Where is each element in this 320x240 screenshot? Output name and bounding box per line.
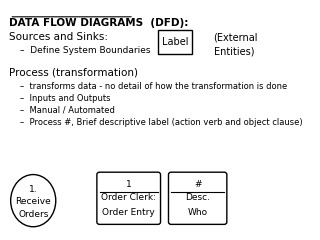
Text: –  Define System Boundaries: – Define System Boundaries bbox=[20, 47, 150, 55]
Text: 1: 1 bbox=[126, 180, 132, 189]
Ellipse shape bbox=[11, 174, 56, 227]
Text: Who: Who bbox=[188, 209, 208, 217]
Text: DATA FLOW DIAGRAMS  (DFD):: DATA FLOW DIAGRAMS (DFD): bbox=[9, 18, 189, 28]
Text: –  Inputs and Outputs: – Inputs and Outputs bbox=[20, 94, 110, 103]
Text: Label: Label bbox=[162, 37, 188, 47]
Text: (External: (External bbox=[213, 32, 258, 42]
FancyBboxPatch shape bbox=[97, 172, 161, 224]
Text: Sources and Sinks:: Sources and Sinks: bbox=[9, 32, 108, 42]
Text: –  Process #, Brief descriptive label (action verb and object clause): – Process #, Brief descriptive label (ac… bbox=[20, 118, 303, 127]
Text: –  Manual / Automated: – Manual / Automated bbox=[20, 106, 115, 115]
Text: Receive: Receive bbox=[15, 197, 51, 206]
Text: Order Clerk:: Order Clerk: bbox=[101, 192, 156, 202]
Text: Order Entry: Order Entry bbox=[102, 209, 155, 217]
FancyBboxPatch shape bbox=[169, 172, 227, 224]
Text: Entities): Entities) bbox=[213, 47, 254, 56]
Text: Process (transformation): Process (transformation) bbox=[9, 68, 138, 78]
Text: Desc.: Desc. bbox=[185, 192, 210, 202]
Text: 1.: 1. bbox=[29, 186, 37, 194]
Text: #: # bbox=[194, 180, 201, 189]
Text: –  transforms data - no detail of how the transformation is done: – transforms data - no detail of how the… bbox=[20, 82, 287, 91]
FancyBboxPatch shape bbox=[158, 30, 192, 54]
Text: Orders: Orders bbox=[18, 210, 48, 219]
